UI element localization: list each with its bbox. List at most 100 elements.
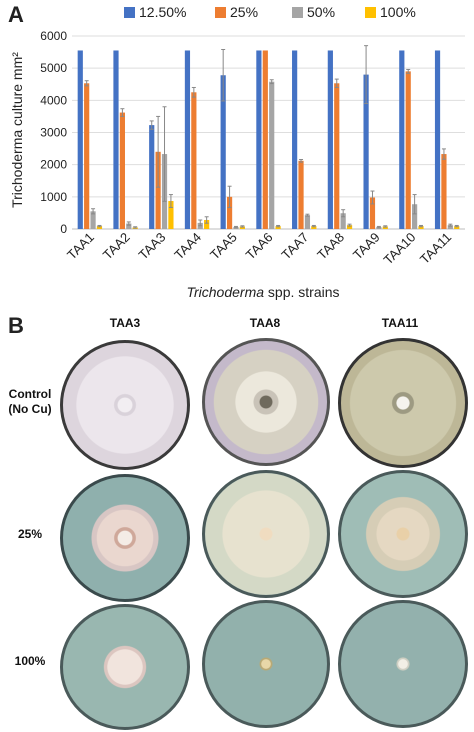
y-tick-6000: 6000 [40,29,67,43]
bar-taa11-100pct [454,226,460,229]
y-tick-0: 0 [60,222,67,236]
petri-dish-taa11-25 [338,470,468,598]
legend-swatch-0 [124,7,135,18]
petri-dish-taa8-25 [202,470,330,598]
error-bar-taa4-3 [204,216,209,224]
error-bar-taa9-2 [376,225,381,229]
error-bar-taa7-3 [311,224,316,228]
bar-taa3-25pct [155,151,161,229]
bar-taa1-100pct [96,226,103,229]
error-bar-taa10-1 [406,68,411,74]
error-bar-taa1-3 [97,224,102,228]
error-bar-taa6-2 [269,79,274,85]
bar-taa8-50pct [340,213,346,229]
x-tick-taa2: TAA2 [100,230,133,263]
legend-item-2: 50% [292,4,335,20]
legend-item-0: 12.50% [124,4,186,20]
bar-taa7-100pct [311,226,317,229]
error-bar-taa9-1 [370,190,375,205]
x-tick-labels: TAA1 TAA2 TAA3 TAA4 TAA5 TAA6 TAA7 TAA8 TAA9TAA1… [64,230,454,268]
bar-taa7-25pct [298,160,304,229]
x-tick-taa8: TAA8 [314,230,347,263]
bar-taa5-100pct [239,226,245,229]
bar-taa10-50pct [412,204,418,229]
bar-taa4-12-50pct [184,50,191,229]
row-label-control-line1: Control [8,387,52,401]
error-bar-taa1-2 [91,208,96,215]
legend-swatch-1 [215,7,226,18]
x-tick-taa6: TAA6 [243,230,276,263]
bar-taa10-12-50pct [399,50,405,229]
row-label-25-line1: 25% [17,527,43,541]
error-bar-taa6-3 [276,224,281,228]
y-axis-label: Trichoderma culture mm² [9,52,25,208]
petri-dish-taa11-control [338,338,468,468]
x-axis-label: Trichoderma spp. strains [186,284,339,300]
petri-dish-taa3-control [60,340,190,470]
error-bar-taa7-1 [299,159,304,163]
bar-taa8-100pct [346,225,353,229]
legend-label-3: 100% [380,4,416,20]
bar-taa11-50pct [447,225,453,229]
bar-taa6-25pct [262,50,268,229]
panel-a-label: A [8,2,24,27]
bar-taa9-25pct [369,197,376,229]
y-tick-1000: 1000 [40,190,67,204]
legend-label-2: 50% [307,4,335,20]
error-bar-taa5-2 [233,225,238,229]
y-tick-4000: 4000 [40,93,67,107]
error-bars [84,45,459,229]
x-tick-taa1: TAA1 [64,230,97,263]
bar-taa10-100pct [418,226,424,229]
panel-b-label: B [8,313,24,338]
bar-taa11-25pct [441,154,447,229]
bar-taa6-12-50pct [256,50,262,229]
x-tick-taa4: TAA4 [171,230,204,263]
bar-taa5-25pct [226,196,233,229]
column-header-taa3: TAA3 [109,316,141,330]
legend-swatch-3 [365,7,376,18]
error-bar-taa3-3 [168,194,173,208]
legend-item-3: 100% [365,4,416,20]
error-bar-taa8-1 [334,78,339,88]
error-bar-taa2-3 [133,226,138,229]
error-bar-taa7-2 [305,213,310,217]
bar-taa7-12-50pct [292,50,298,229]
x-axis-label-italic: Trichoderma [186,284,264,300]
bar-taa1-25pct [84,83,90,229]
petri-dish-taa3-25 [60,474,190,602]
petri-dish-taa8-100 [202,600,330,728]
bar-taa6-100pct [275,226,281,229]
bar-taa10-25pct [405,71,411,229]
bar-taa11-12-50pct [434,50,441,229]
row-label-control: Control (No Cu) [0,387,60,417]
x-tick-taa3: TAA3 [136,230,169,263]
bar-taa8-12-50pct [327,50,333,229]
x-tick-taa5: TAA5 [207,230,240,263]
bar-taa3-12-50pct [149,125,155,229]
row-label-control-line2: (No Cu) [8,402,52,416]
bars [77,50,460,230]
bar-taa4-100pct [204,219,210,229]
error-bar-taa9-3 [383,225,388,228]
error-bar-taa10-3 [419,224,424,228]
error-bar-taa5-1 [227,185,232,208]
error-bar-taa5-3 [240,225,245,228]
row-label-100-line1: 100% [14,654,46,668]
bar-taa3-100pct [168,201,174,229]
error-bar-taa11-3 [454,224,459,228]
y-tick-labels: 0 1000 2000 3000 4000 5000 6000 [40,29,67,236]
y-tick-5000: 5000 [40,61,67,75]
error-bar-taa8-2 [341,209,346,218]
x-tick-taa7: TAA7 [278,230,311,263]
error-bar-taa9-0 [364,45,369,105]
legend-swatch-2 [292,7,303,18]
x-tick-taa10: TAA10 [381,230,419,268]
column-header-taa11: TAA11 [381,316,419,330]
bar-taa4-25pct [191,92,197,230]
row-label-25: 25% [0,527,60,542]
bar-taa1-12-50pct [77,50,83,229]
error-bar-taa3-0 [149,120,154,130]
column-header-taa8: TAA8 [249,316,281,330]
